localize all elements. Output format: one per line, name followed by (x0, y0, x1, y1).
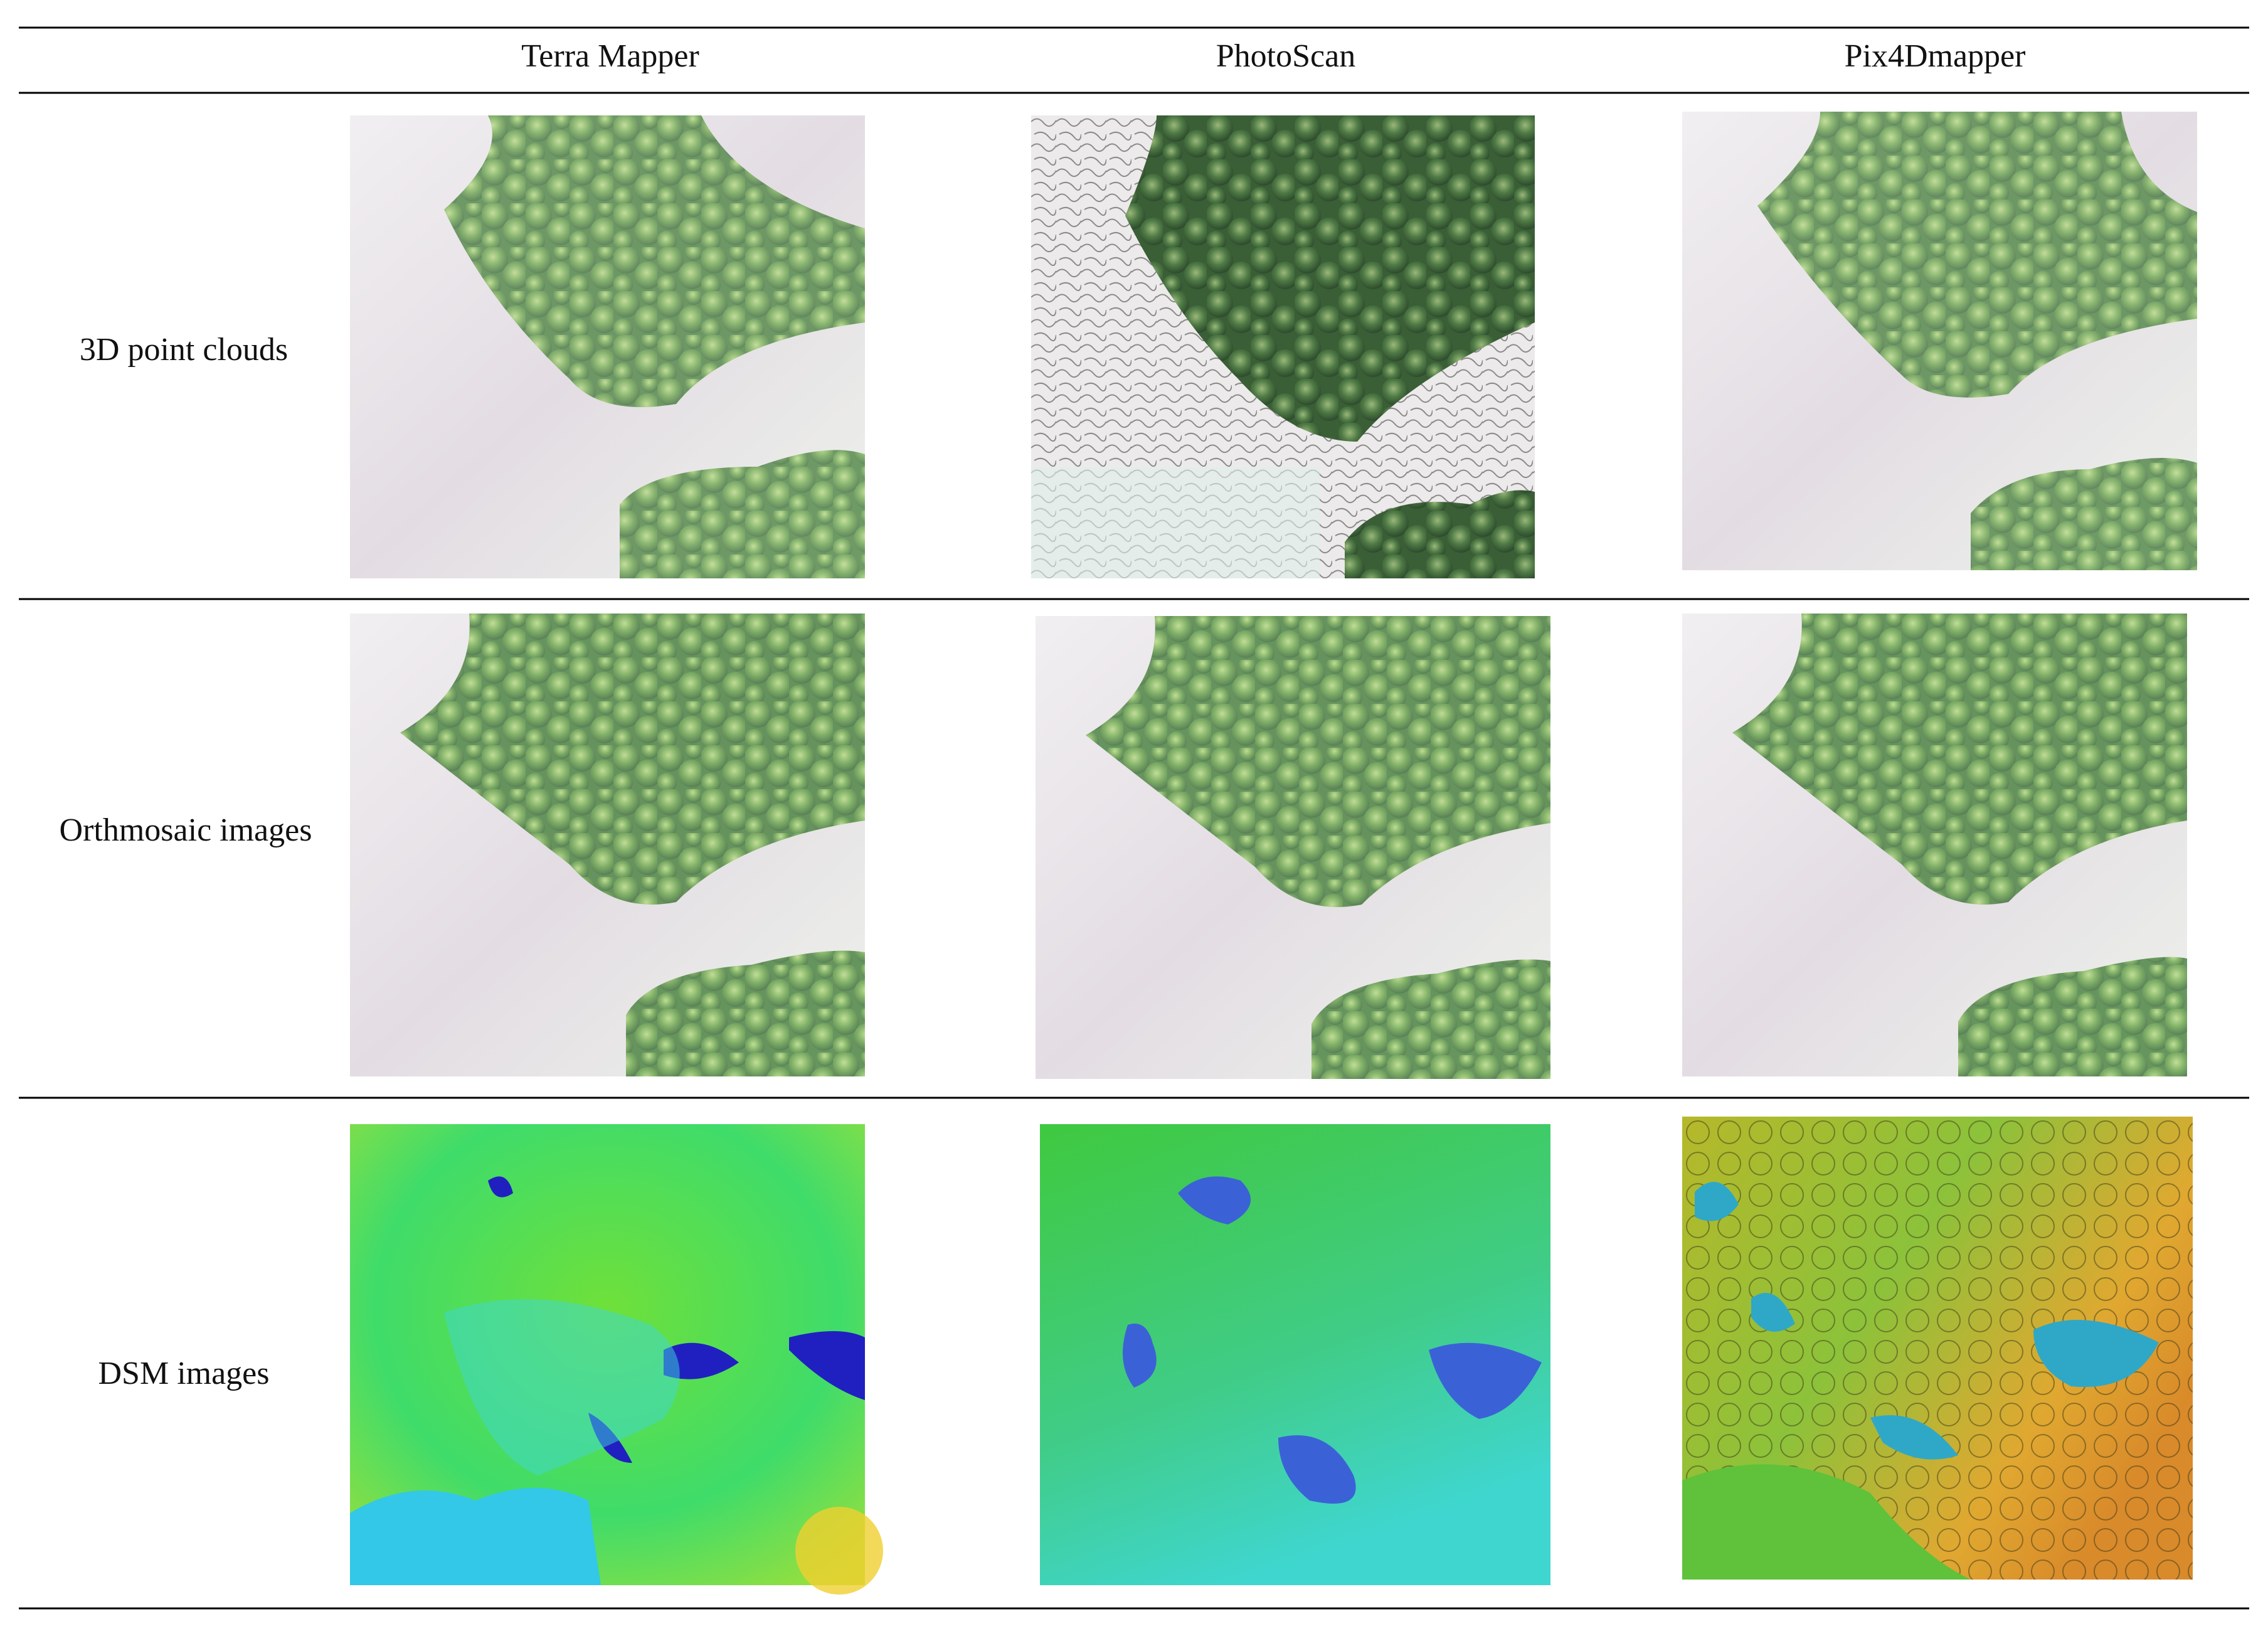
row-label: Orthmosaic images (60, 812, 312, 848)
column-header: Pix4Dmapper (1845, 38, 2026, 74)
row-label: DSM images (98, 1356, 270, 1391)
aerial-image (1682, 614, 2187, 1076)
dsm-image (1040, 1124, 1550, 1585)
aerial-image (1031, 115, 1535, 578)
row-label: 3D point clouds (80, 332, 288, 368)
aerial-image (350, 115, 865, 578)
dsm-image (1682, 1117, 2193, 1580)
column-header: PhotoScan (1216, 38, 1355, 74)
aerial-image (1036, 616, 1550, 1079)
aerial-image (1682, 112, 2197, 570)
aerial-image (350, 614, 865, 1076)
dsm-image (350, 1124, 883, 1595)
column-header: Terra Mapper (521, 38, 699, 74)
